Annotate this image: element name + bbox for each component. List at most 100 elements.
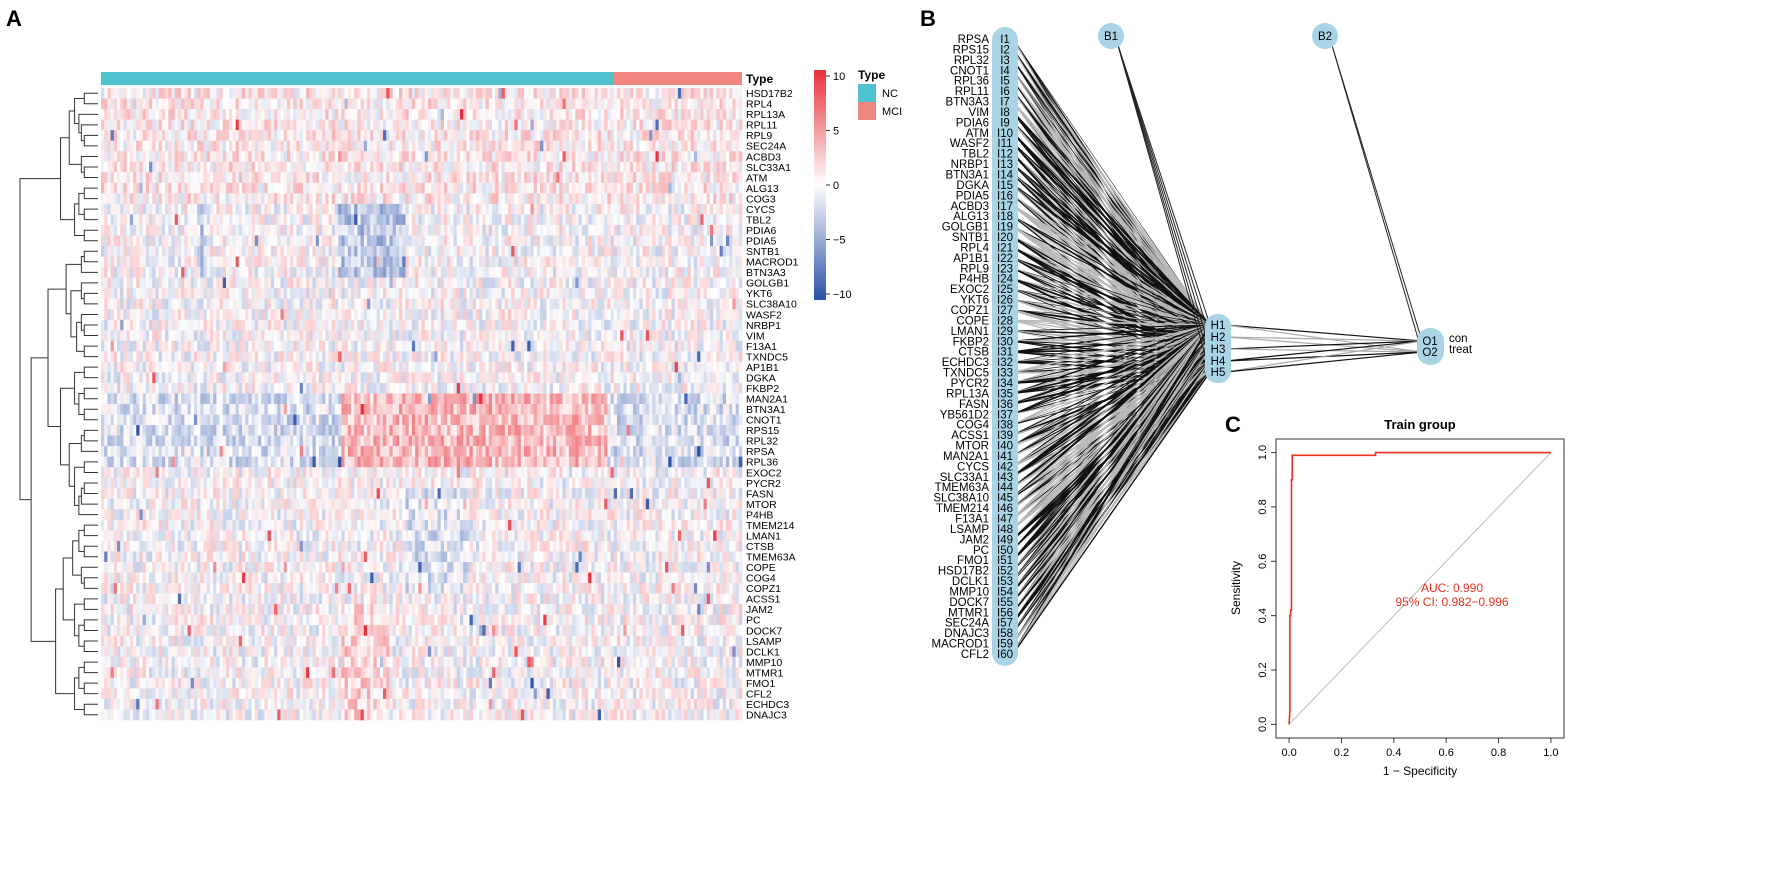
heatmap-cell xyxy=(152,298,156,310)
heatmap-cell xyxy=(562,119,567,131)
heatmap-cell xyxy=(418,140,422,152)
heatmap-cell xyxy=(482,319,486,331)
heatmap-cell xyxy=(290,109,294,120)
heatmap-cell xyxy=(552,161,557,173)
heatmap-cell xyxy=(543,193,547,205)
heatmap-cell xyxy=(485,277,490,289)
heatmap-cell xyxy=(645,109,650,120)
heatmap-cell xyxy=(203,130,208,141)
heatmap-cell xyxy=(373,119,378,131)
heatmap-cell xyxy=(411,130,416,141)
heatmap-cell xyxy=(466,246,470,257)
heatmap-cell xyxy=(456,256,461,268)
heatmap-cell xyxy=(559,235,563,247)
heatmap-cell xyxy=(738,235,743,247)
heatmap-cell xyxy=(735,172,740,184)
heatmap-cell xyxy=(238,277,243,289)
heatmap-cell xyxy=(492,224,496,236)
heatmap-cell xyxy=(536,340,541,352)
heatmap-cell xyxy=(357,330,361,342)
heatmap-cell xyxy=(665,161,669,173)
heatmap-cell xyxy=(453,298,458,310)
heatmap-cell xyxy=(309,267,313,278)
heatmap-cell xyxy=(315,88,320,99)
heatmap-cell xyxy=(120,330,124,342)
heatmap-cell xyxy=(338,119,342,131)
heatmap-cell xyxy=(671,172,676,184)
heatmap-cell xyxy=(700,309,704,321)
heatmap-cell xyxy=(517,319,522,331)
heatmap-cell xyxy=(568,182,573,194)
heatmap-cell xyxy=(152,330,156,342)
heatmap-cell xyxy=(296,298,301,310)
heatmap-cell xyxy=(556,182,560,194)
heatmap-cell xyxy=(181,214,185,226)
heatmap-cell xyxy=(431,256,435,268)
heatmap-cell xyxy=(709,140,714,152)
heatmap-cell xyxy=(463,246,467,257)
heatmap-cell xyxy=(270,130,275,141)
heatmap-cell xyxy=(475,203,480,215)
heatmap-cell xyxy=(411,109,416,120)
heatmap-cell xyxy=(479,235,483,247)
heatmap-cell xyxy=(517,298,522,310)
heatmap-cell xyxy=(623,130,628,141)
heatmap-cell xyxy=(338,151,342,163)
heatmap-cell xyxy=(466,256,470,268)
heatmap-cell xyxy=(229,319,233,331)
heatmap-cell xyxy=(456,172,461,184)
heatmap-cell xyxy=(274,224,278,236)
heatmap-cell xyxy=(354,277,358,289)
heatmap-cell xyxy=(174,298,179,310)
heatmap-cell xyxy=(568,235,573,247)
heatmap-cell xyxy=(261,246,265,257)
heatmap-cell xyxy=(229,88,233,99)
heatmap-cell xyxy=(184,193,188,205)
heatmap-cell xyxy=(485,88,490,99)
heatmap-cell xyxy=(482,98,486,110)
heatmap-cell xyxy=(213,140,217,152)
heatmap-cell xyxy=(424,98,429,110)
heatmap-cell xyxy=(540,161,544,173)
heatmap-cell xyxy=(562,277,567,289)
heatmap-cell xyxy=(424,235,429,247)
heatmap-cell xyxy=(725,319,730,331)
heatmap-cell xyxy=(738,224,743,236)
heatmap-cell xyxy=(709,298,714,310)
heatmap-cell xyxy=(190,172,195,184)
heatmap-cell xyxy=(107,330,112,342)
heatmap-cell xyxy=(488,161,493,173)
heatmap-cell xyxy=(161,119,166,131)
heatmap-cell xyxy=(597,288,602,299)
heatmap-cell xyxy=(232,214,237,226)
heatmap-cell xyxy=(475,319,480,331)
heatmap-cell xyxy=(376,224,381,236)
heatmap-cell xyxy=(443,98,448,110)
heatmap-cell xyxy=(248,214,253,226)
heatmap-cell xyxy=(264,130,269,141)
heatmap-cell xyxy=(274,340,278,352)
heatmap-cell xyxy=(363,340,368,352)
heatmap-cell xyxy=(216,161,220,173)
heatmap-cell xyxy=(213,235,217,247)
heatmap-cell xyxy=(584,330,589,342)
heatmap-cell xyxy=(620,109,624,120)
heatmap-cell xyxy=(177,182,182,194)
heatmap-cell xyxy=(187,193,192,205)
heatmap-cell xyxy=(190,161,195,173)
heatmap-cell xyxy=(485,109,490,120)
heatmap-cell xyxy=(222,235,227,247)
heatmap-cell xyxy=(581,214,586,226)
heatmap-cell xyxy=(360,309,365,321)
heatmap-cell xyxy=(386,288,390,299)
heatmap-cell xyxy=(155,203,160,215)
heatmap-cell xyxy=(350,203,355,215)
heatmap-cell xyxy=(690,193,695,205)
heatmap-cell xyxy=(399,88,403,99)
heatmap-cell xyxy=(248,309,253,321)
heatmap-cell xyxy=(604,267,608,278)
heatmap-cell xyxy=(245,319,249,331)
heatmap-cell xyxy=(334,161,339,173)
heatmap-cell xyxy=(197,224,201,236)
heatmap-cell xyxy=(661,298,666,310)
